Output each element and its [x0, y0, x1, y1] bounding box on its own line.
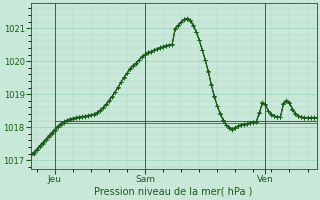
- X-axis label: Pression niveau de la mer( hPa ): Pression niveau de la mer( hPa ): [94, 187, 253, 197]
